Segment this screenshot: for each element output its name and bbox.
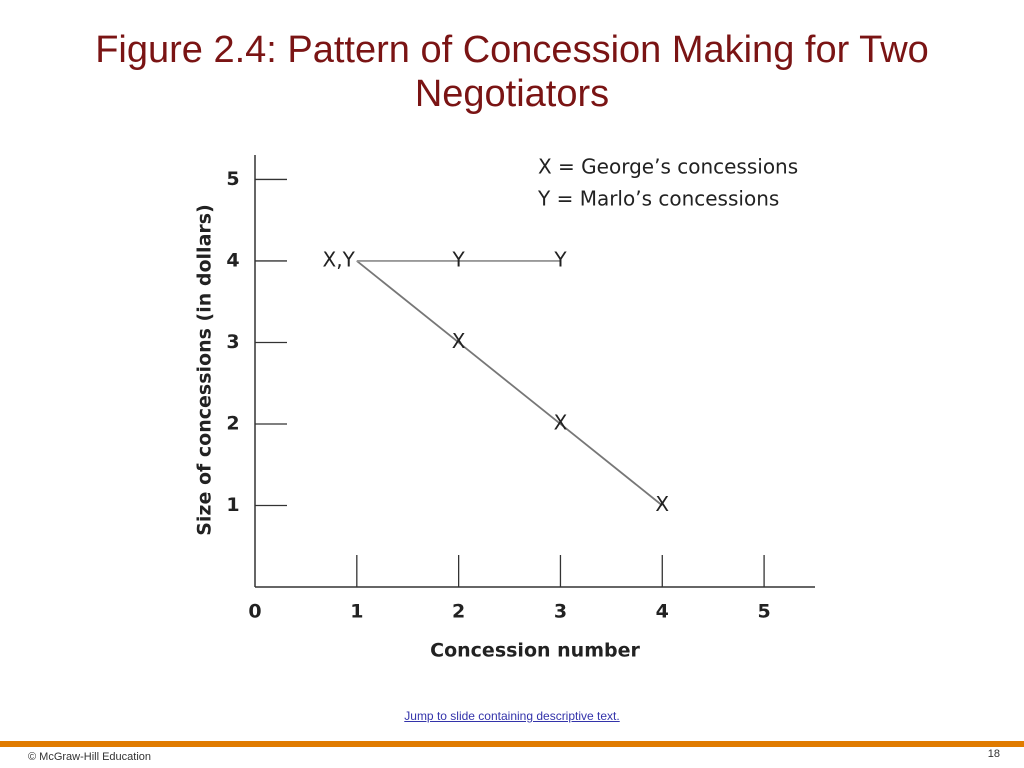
point-marker: X: [554, 410, 568, 434]
x-tick-label: 2: [452, 601, 465, 623]
x-tick-label: 1: [350, 601, 363, 623]
y-tick-label: 5: [226, 168, 239, 190]
point-annotation: X,Y: [323, 247, 356, 271]
slide-title: Figure 2.4: Pattern of Concession Making…: [95, 29, 929, 115]
x-tick-label: 0: [248, 601, 261, 623]
footer-bar: [0, 741, 1024, 747]
x-tick-label: 5: [757, 601, 770, 623]
y-axis-title: Size of concessions (in dollars): [194, 204, 216, 536]
legend-entry: X = George’s concessions: [538, 155, 798, 179]
y-tick-label: 1: [226, 494, 239, 516]
point-marker: Y: [452, 247, 466, 271]
point-marker: X: [655, 492, 669, 516]
x-tick-label: 4: [656, 601, 669, 623]
x-axis-title: Concession number: [430, 640, 640, 662]
x-tick-label: 3: [554, 601, 567, 623]
y-tick-label: 4: [226, 249, 239, 271]
point-marker: Y: [553, 247, 567, 271]
y-tick-label: 3: [226, 331, 239, 353]
copyright: © McGraw-Hill Education: [28, 751, 152, 763]
chart: Size of concessions (in dollars) Concess…: [194, 155, 815, 662]
series-line: [356, 260, 663, 507]
legend-entry: Y = Marlo’s concessions: [537, 187, 779, 211]
descriptive-text-link[interactable]: Jump to slide containing descriptive tex…: [404, 709, 620, 723]
y-tick-label: 2: [226, 412, 239, 434]
point-marker: X: [452, 329, 466, 353]
page-number: 18: [987, 748, 1000, 760]
